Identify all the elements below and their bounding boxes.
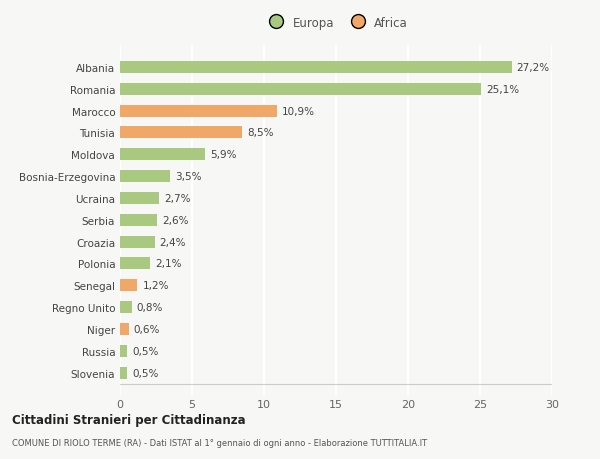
Text: 2,4%: 2,4% (160, 237, 186, 247)
Text: 2,6%: 2,6% (163, 215, 189, 225)
Bar (120, 214, 157, 226)
Bar (120, 84, 481, 95)
Bar (120, 192, 159, 205)
Text: 0,5%: 0,5% (132, 346, 158, 356)
Legend: Europa, Africa: Europa, Africa (260, 13, 412, 33)
Text: 1,2%: 1,2% (142, 281, 169, 291)
Text: 0,8%: 0,8% (137, 302, 163, 313)
Text: 27,2%: 27,2% (517, 63, 550, 73)
Bar (120, 127, 242, 139)
Bar (120, 171, 170, 183)
Bar (120, 280, 137, 292)
Bar (120, 302, 131, 313)
Bar (120, 258, 150, 270)
Text: 2,1%: 2,1% (155, 259, 182, 269)
Text: 2,7%: 2,7% (164, 194, 190, 203)
Text: 10,9%: 10,9% (282, 106, 315, 116)
Bar (120, 345, 127, 357)
Bar (120, 323, 128, 335)
Bar (120, 236, 155, 248)
Text: 0,6%: 0,6% (134, 325, 160, 334)
Text: 5,9%: 5,9% (210, 150, 236, 160)
Bar (120, 367, 127, 379)
Text: 0,5%: 0,5% (132, 368, 158, 378)
Text: 3,5%: 3,5% (175, 172, 202, 182)
Text: 8,5%: 8,5% (247, 128, 274, 138)
Text: COMUNE DI RIOLO TERME (RA) - Dati ISTAT al 1° gennaio di ogni anno - Elaborazion: COMUNE DI RIOLO TERME (RA) - Dati ISTAT … (12, 438, 427, 448)
Bar (120, 62, 512, 74)
Text: 25,1%: 25,1% (487, 84, 520, 95)
Bar (120, 149, 205, 161)
Text: Cittadini Stranieri per Cittadinanza: Cittadini Stranieri per Cittadinanza (12, 413, 245, 426)
Bar (120, 106, 277, 118)
